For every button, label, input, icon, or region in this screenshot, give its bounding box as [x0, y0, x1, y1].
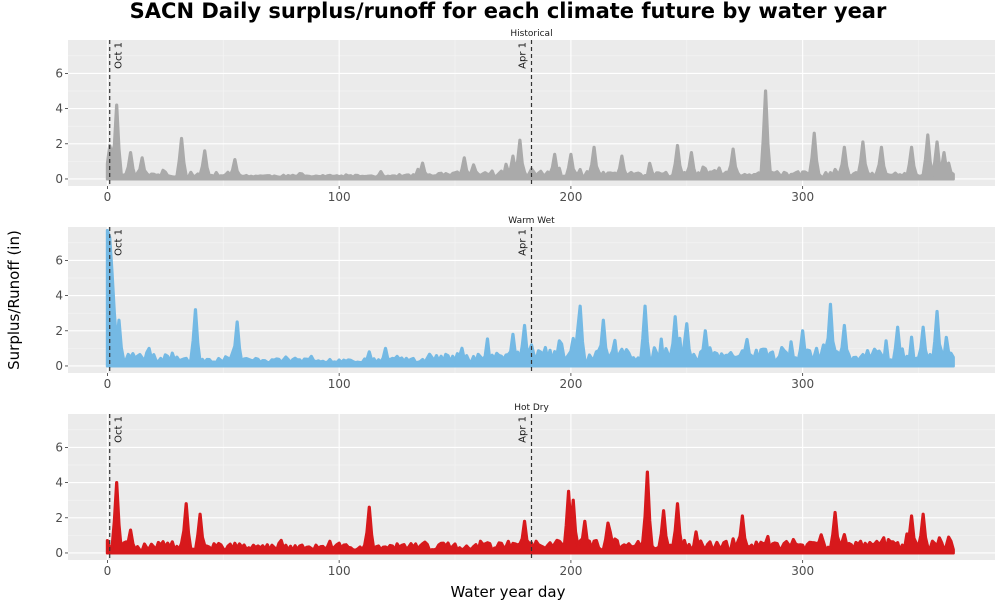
x-axis-title: Water year day [451, 583, 566, 600]
panel-title: Historical [510, 29, 552, 39]
x-tick-label: 0 [104, 377, 112, 391]
y-tick-label: 0 [55, 172, 63, 186]
y-tick-label: 6 [55, 253, 63, 267]
panel-warm-wet: Warm Wet 0 2 4 6 0 100 200 300 Oct 1 Apr 1 [55, 216, 995, 391]
panel-title: Warm Wet [508, 216, 555, 226]
y-tick-label: 2 [55, 511, 63, 525]
y-axis-title: Surplus/Runoff (in) [5, 230, 23, 370]
y-tick-label: 4 [55, 102, 63, 116]
series-area-warm-wet [105, 228, 955, 368]
reference-line-label: Apr 1 [518, 42, 529, 69]
x-tick-label: 100 [328, 564, 351, 578]
x-tick-label: 200 [559, 190, 582, 204]
panel-hot-dry: Hot Dry 0 2 4 6 0 100 200 300 Oct 1 Apr 1 [55, 403, 995, 578]
reference-line-label: Oct 1 [114, 42, 125, 69]
x-tick-label: 100 [328, 377, 351, 391]
y-tick-label: 6 [55, 440, 63, 454]
y-tick-label: 2 [55, 324, 63, 338]
y-tick-label: 4 [55, 289, 63, 303]
x-tick-label: 100 [328, 190, 351, 204]
panel-historical: Historical 0 2 4 6 0 100 200 300 Oct 1 Apr 1 [55, 29, 995, 204]
reference-line-label: Apr 1 [518, 229, 529, 256]
reference-line-label: Oct 1 [114, 416, 125, 443]
panel-title: Hot Dry [514, 403, 549, 413]
y-tick-label: 4 [55, 476, 63, 490]
x-tick-label: 200 [559, 377, 582, 391]
x-tick-label: 0 [104, 564, 112, 578]
reference-line-label: Apr 1 [518, 416, 529, 443]
x-tick-label: 200 [559, 564, 582, 578]
y-tick-label: 2 [55, 137, 63, 151]
chart-title: SACN Daily surplus/runoff for each clima… [130, 0, 887, 23]
y-tick-label: 0 [55, 546, 63, 560]
x-tick-label: 300 [791, 377, 814, 391]
reference-line-label: Oct 1 [114, 229, 125, 256]
x-tick-label: 0 [104, 190, 112, 204]
y-tick-label: 0 [55, 359, 63, 373]
x-tick-label: 300 [791, 190, 814, 204]
y-tick-label: 6 [55, 66, 63, 80]
x-tick-label: 300 [791, 564, 814, 578]
